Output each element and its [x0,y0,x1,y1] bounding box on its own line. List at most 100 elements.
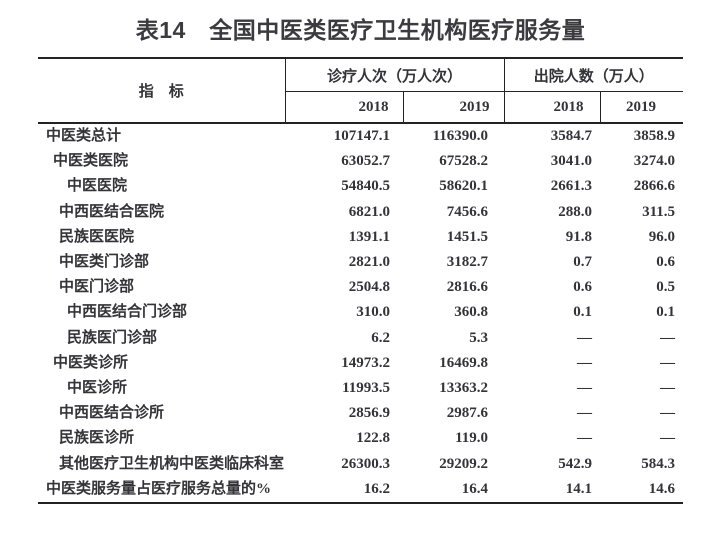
table-row: 中医门诊部 2504.8 2816.6 0.6 0.5 [38,275,683,300]
cell-visits-2019: 16469.8 [439,354,489,371]
table-body: 中医类总计 107147.1 116390.0 3584.7 3858.9 中医… [38,123,683,503]
table-row: 民族医门诊部 6.2 5.3 — — [38,326,683,351]
row-label: 民族医诊所 [59,430,135,447]
cell-visits-2019: 13363.2 [439,380,489,397]
cell-discharges-2019: — [660,354,676,371]
cell-discharges-2018: — [577,354,593,371]
header-year-visits-2018: 2018 [285,91,403,124]
cell-visits-2019: 16.4 [461,480,489,497]
cell-visits-2019: 119.0 [455,430,489,447]
cell-visits-2018: 1391.1 [348,228,390,245]
cell-discharges-2018: — [577,329,593,346]
cell-discharges-2019: 96.0 [648,228,676,245]
cell-discharges-2018: 0.1 [573,304,593,321]
cell-discharges-2019: — [660,430,676,447]
cell-discharges-2019: 2866.6 [633,178,676,195]
cell-discharges-2019: 0.5 [656,279,676,296]
row-label: 中医类诊所 [53,354,129,371]
table-row: 中医类诊所 14973.2 16469.8 — — [38,351,683,376]
header-group-outpatient-visits: 诊疗人次（万人次） [285,58,505,92]
cell-discharges-2019: 3858.9 [633,128,676,144]
cell-discharges-2018: — [577,405,593,422]
cell-discharges-2018: 3584.7 [550,128,593,144]
row-label: 中医类医院 [53,153,129,170]
table-row: 中西医结合医院 6821.0 7456.6 288.0 311.5 [38,200,683,225]
cell-discharges-2019: 0.6 [656,254,676,271]
row-label: 其他医疗卫生机构中医类临床科室 [59,455,285,472]
cell-visits-2018: 2856.9 [348,405,390,422]
cell-discharges-2019: 3274.0 [633,153,676,170]
row-label: 民族医门诊部 [67,329,158,346]
service-volume-table: 指 标 诊疗人次（万人次） 出院人数（万人） 2018 2019 2018 20… [38,57,684,505]
header-year-visits-2019: 2019 [402,91,505,124]
cell-discharges-2019: — [660,329,676,346]
page-title: 表14 全国中医类医疗卫生机构医疗服务量 [135,17,586,43]
cell-visits-2019: 7456.6 [446,203,489,220]
table-row: 中西医结合诊所 2856.9 2987.6 — — [38,401,683,426]
row-label: 民族医医院 [59,228,135,245]
cell-visits-2019: 5.3 [469,329,489,346]
cell-visits-2018: 14973.2 [341,354,390,371]
row-label: 中西医结合医院 [59,203,165,220]
cell-discharges-2019: 311.5 [642,203,676,220]
cell-visits-2018: 6.2 [371,329,390,346]
cell-discharges-2019: 584.3 [641,455,676,472]
table-row: 民族医诊所 122.8 119.0 — — [38,426,683,451]
header-indicator: 指 标 [38,58,286,124]
cell-visits-2018: 122.8 [356,430,390,447]
table-row: 中西医结合门诊部 310.0 360.8 0.1 0.1 [38,300,683,325]
row-label: 中医医院 [67,178,128,195]
cell-visits-2018: 2821.0 [348,254,390,271]
cell-discharges-2018: 0.7 [573,254,593,271]
cell-visits-2019: 67528.2 [439,153,489,170]
header-year-discharges-2018: 2018 [503,91,601,124]
page-root: 表14 全国中医类医疗卫生机构医疗服务量 指 标 诊疗人次（万人次） 出院人数（… [38,15,684,505]
cell-discharges-2018: 14.1 [565,480,593,497]
cell-visits-2018: 54840.5 [341,178,390,195]
row-label: 中西医结合门诊部 [67,304,188,321]
cell-discharges-2019: — [660,380,676,397]
header-year-discharges-2019: 2019 [599,91,684,124]
table-row: 中医诊所 11993.5 13363.2 — — [38,376,683,401]
cell-visits-2019: 116390.0 [432,128,489,144]
cell-discharges-2018: 0.6 [573,279,593,296]
cell-discharges-2019: 14.6 [648,480,676,497]
table-row: 民族医医院 1391.1 1451.5 91.8 96.0 [38,225,683,250]
cell-visits-2018: 16.2 [363,480,390,497]
cell-visits-2019: 2816.6 [446,279,489,296]
row-label: 中医类门诊部 [59,254,150,271]
cell-discharges-2018: — [577,430,593,447]
table-row: 中医类服务量占医疗服务总量的% 16.2 16.4 14.1 14.6 [38,477,683,503]
row-label: 中医类总计 [46,128,122,144]
cell-visits-2018: 26300.3 [341,455,390,472]
cell-discharges-2018: 2661.3 [550,178,593,195]
cell-visits-2018: 310.0 [356,304,390,321]
cell-visits-2019: 58620.1 [439,178,489,195]
cell-visits-2018: 6821.0 [348,203,390,220]
table-row: 其他医疗卫生机构中医类临床科室 26300.3 29209.2 542.9 58… [38,452,683,477]
cell-discharges-2018: 3041.0 [550,153,593,170]
row-label: 中医诊所 [67,380,128,397]
table-row: 中医类门诊部 2821.0 3182.7 0.7 0.6 [38,250,683,275]
cell-visits-2019: 1451.5 [446,228,489,245]
cell-visits-2018: 63052.7 [341,153,390,170]
cell-visits-2019: 29209.2 [439,455,489,472]
table-row: 中医类总计 107147.1 116390.0 3584.7 3858.9 [38,123,683,149]
cell-discharges-2018: 288.0 [558,203,593,220]
row-label: 中西医结合诊所 [59,405,165,422]
cell-visits-2019: 360.8 [454,304,489,321]
header-group-row: 指 标 诊疗人次（万人次） 出院人数（万人） [38,58,684,124]
row-label: 中医类服务量占医疗服务总量的% [46,480,272,497]
row-label: 中医门诊部 [59,279,135,296]
table-row: 中医类医院 63052.7 67528.2 3041.0 3274.0 [38,149,683,174]
cell-visits-2018: 11993.5 [342,380,390,397]
cell-discharges-2019: — [660,405,676,422]
cell-discharges-2018: — [577,380,593,397]
cell-visits-2019: 3182.7 [446,254,489,271]
cell-visits-2019: 2987.6 [446,405,489,422]
table-row: 中医医院 54840.5 58620.1 2661.3 2866.6 [38,174,683,199]
cell-discharges-2018: 91.8 [565,228,593,245]
cell-visits-2018: 107147.1 [333,128,390,144]
header-group-discharges: 出院人数（万人） [503,58,684,92]
cell-discharges-2018: 542.9 [558,455,593,472]
